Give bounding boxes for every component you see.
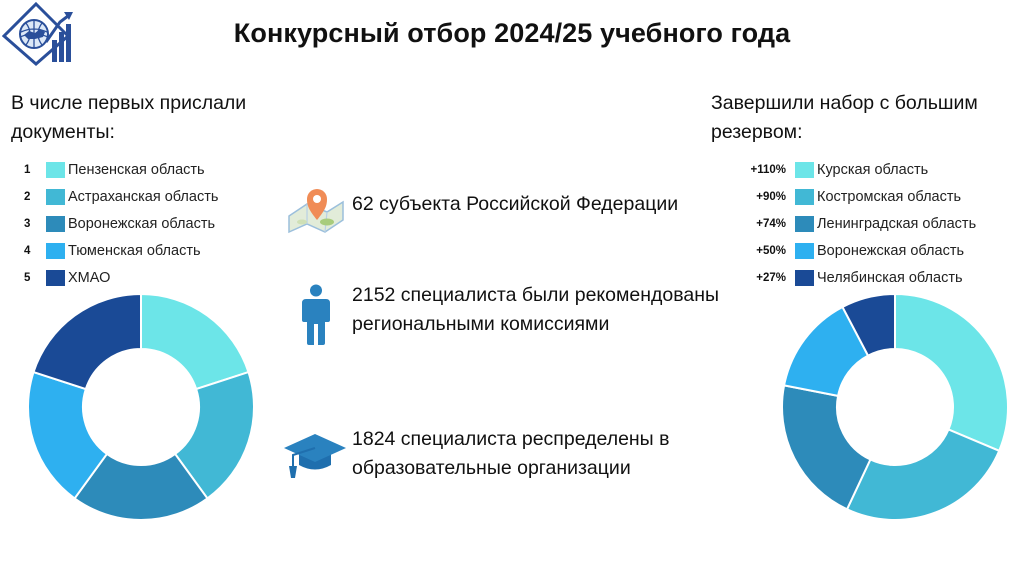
donut-slice [27,370,109,500]
color-swatch [46,189,65,205]
donut-slice [894,292,1009,453]
right-donut-chart [781,292,1009,521]
legend-item: 1 Пензенская область [0,162,300,189]
color-swatch [795,270,814,286]
legend-label: Тюменская область [68,243,201,259]
left-heading: В числе первых прислали документы: [11,92,247,143]
legend-item: 2 Астраханская область [0,189,300,216]
donut-slice [32,292,142,391]
donut-slice [173,370,255,500]
left-legend: 1 Пензенская область 2 Астраханская област… [0,162,300,297]
left-donut-chart [27,292,255,521]
rank-number: 2 [24,191,31,203]
percent-value: +90% [756,191,786,203]
page-title: Конкурсный отбор 2024/25 учебного года [233,18,791,48]
color-swatch [46,270,65,286]
color-swatch [46,243,65,259]
person-icon [302,284,330,345]
legend-item: +50% Воронежская область [700,243,1024,270]
donut-slice [841,292,896,357]
legend-label: ХМАО [68,270,111,286]
map-pin-icon [288,189,344,234]
stat-specialists-text: 2152 специалиста были рекомендованы реги… [352,284,720,335]
donut-slice [73,452,209,521]
rank-number: 3 [24,218,31,230]
rank-number: 4 [24,245,31,257]
legend-label: Астраханская область [68,189,219,205]
rank-number: 1 [24,164,31,176]
graduation-cap-icon [284,434,346,478]
stat-subjects-text: 62 субъекта Российской Федерации [352,193,679,215]
color-swatch [795,243,814,259]
legend-item: 4 Тюменская область [0,243,300,270]
legend-label: Челябинская область [817,270,963,286]
donut-slice [845,428,1001,521]
legend-item: +110% Курская область [700,162,1024,189]
legend-label: Костромская область [817,189,962,205]
percent-value: +74% [756,218,786,230]
legend-item: +90% Костромская область [700,189,1024,216]
legend-label: Ленинградская область [817,216,977,232]
percent-value: +27% [756,272,786,284]
legend-item: +74% Ленинградская область [700,216,1024,243]
color-swatch [46,216,65,232]
logo-icon [2,2,73,66]
legend-item: 3 Воронежская область [0,216,300,243]
percent-value: +50% [756,245,786,257]
legend-label: Воронежская область [68,216,216,232]
color-swatch [795,162,814,178]
legend-label: Курская область [817,162,929,178]
right-legend: +110% Курская область +90% Костромская обл… [700,162,1024,297]
rank-number: 5 [24,272,31,284]
legend-item: 5 ХМАО [0,270,300,297]
legend-label: Воронежская область [817,243,965,259]
legend-label: Пензенская область [68,162,205,178]
right-heading: Завершили набор с большим резервом: [711,92,978,143]
legend-item: +27% Челябинская область [700,270,1024,297]
color-swatch [795,189,814,205]
stat-distributed-text: 1824 специалиста респределены в образова… [352,428,670,479]
color-swatch [795,216,814,232]
percent-value: +110% [750,164,787,176]
color-swatch [46,162,65,178]
donut-slice [140,292,250,391]
